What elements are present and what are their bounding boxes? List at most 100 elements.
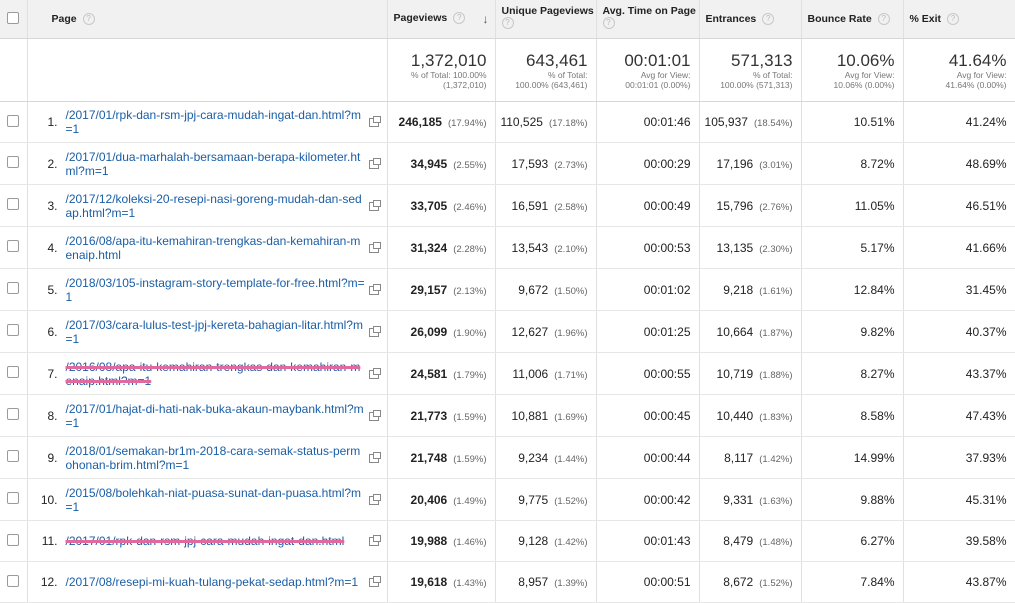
header-pageviews[interactable]: Pageviews? ↓ <box>387 0 496 39</box>
bounce-value: 8.27% <box>860 366 895 381</box>
page-link[interactable]: /2017/01/rpk-dan-rsm-jpj-cara-mudah-inga… <box>65 108 361 136</box>
pageviews-cell: 24,581 (1.79%) <box>387 352 496 395</box>
open-external-icon[interactable] <box>368 157 381 169</box>
help-icon[interactable]: ? <box>762 13 775 25</box>
total-note: 100.00% (571,313) <box>720 79 793 90</box>
row-checkbox[interactable] <box>7 408 20 420</box>
pageviews-cell: 26,099 (1.90%) <box>387 310 496 353</box>
row-checkbox[interactable] <box>7 240 20 252</box>
page-link[interactable]: /2016/08/apa-itu-kemahiran-trengkas-dan-… <box>65 233 361 262</box>
entrances-value: 15,796 <box>716 198 754 213</box>
unique-cell: 9,128 (1.42%) <box>495 520 597 562</box>
page-link[interactable]: /2016/08/apa-itu-kemahiran-trengkas-dan-… <box>65 359 361 388</box>
bounce-cell: 7.84% <box>801 561 904 603</box>
open-external-icon[interactable] <box>368 283 381 295</box>
page-link[interactable]: /2015/08/bolehkah-niat-puasa-sunat-dan-p… <box>65 485 362 514</box>
exit-cell: 48.69% <box>903 142 1015 185</box>
total-note: Avg for View: <box>956 69 1007 80</box>
header-unique[interactable]: Unique Pageviews? <box>495 0 597 39</box>
row-checkbox[interactable] <box>7 574 20 587</box>
unique-percent: (2.58%) <box>554 201 588 213</box>
page-cell: 9. /2018/01/semakan-br1m-2018-cara-semak-… <box>27 436 388 479</box>
pageviews-value: 21,773 <box>410 408 448 423</box>
total-bounce: 10.06% Avg for View: 10.06% (0.00%) <box>801 38 904 102</box>
entrances-value: 8,672 <box>723 575 754 589</box>
total-unique-value: 643,461 <box>526 50 588 70</box>
page-cell-wrap: /2018/03/105-instagram-story-template-fo… <box>66 276 387 304</box>
header-avg-time[interactable]: Avg. Time on Page? <box>596 0 700 39</box>
page-link[interactable]: /2017/01/rpk-dan-rsm-jpj-cara-mudah-inga… <box>65 534 345 548</box>
unique-cell: 11,006 (1.71%) <box>495 352 597 395</box>
help-icon[interactable]: ? <box>453 12 466 24</box>
avg-time-value: 00:00:29 <box>643 156 691 171</box>
page-cell-wrap: /2017/08/resepi-mi-kuah-tulang-pekat-sed… <box>66 575 387 589</box>
pageviews-cell: 29,157 (2.13%) <box>387 268 496 311</box>
entrances-value: 10,440 <box>716 408 754 423</box>
row-select-cell <box>0 142 28 185</box>
exit-cell: 41.24% <box>903 101 1015 143</box>
row-checkbox[interactable] <box>7 533 20 546</box>
page-link[interactable]: /2017/08/resepi-mi-kuah-tulang-pekat-sed… <box>65 575 359 589</box>
select-all-checkbox[interactable] <box>7 11 20 24</box>
page-cell: 2. /2017/01/dua-marhalah-bersamaan-berapa… <box>27 142 388 185</box>
help-icon[interactable]: ? <box>877 13 890 25</box>
page-link[interactable]: /2017/01/dua-marhalah-bersamaan-berapa-k… <box>65 149 361 178</box>
open-external-icon[interactable] <box>368 493 381 505</box>
row-checkbox[interactable] <box>7 450 20 462</box>
row-checkbox[interactable] <box>7 198 20 210</box>
total-entrances: 571,313% of Total: 100.00% (571,313) <box>699 38 802 102</box>
pageviews-value: 246,185 <box>398 115 442 129</box>
pageviews-percent: (17.94%) <box>447 118 487 129</box>
header-bounce[interactable]: Bounce Rate? <box>801 0 904 39</box>
open-external-icon[interactable] <box>368 409 381 421</box>
row-index: 1. <box>47 115 58 129</box>
entrances-percent: (1.52%) <box>759 578 793 589</box>
table-row: 10. /2015/08/bolehkah-niat-puasa-sunat-da… <box>0 478 1015 521</box>
bounce-value: 10.51% <box>853 115 895 129</box>
header-exit[interactable]: % Exit? <box>903 0 1015 39</box>
header-pageviews-label: Pageviews <box>393 12 448 24</box>
open-external-icon[interactable] <box>368 116 381 127</box>
bounce-value: 7.84% <box>860 575 895 589</box>
row-checkbox[interactable] <box>7 282 20 294</box>
help-icon[interactable]: ? <box>947 13 960 25</box>
open-external-icon[interactable] <box>368 241 381 253</box>
open-external-icon[interactable] <box>368 199 381 211</box>
open-external-icon[interactable] <box>368 535 381 546</box>
row-checkbox[interactable] <box>7 324 20 336</box>
bounce-value: 14.99% <box>853 450 895 465</box>
open-external-icon[interactable] <box>368 451 381 463</box>
row-checkbox[interactable] <box>7 492 20 504</box>
bounce-cell: 8.27% <box>801 352 904 395</box>
open-external-icon[interactable] <box>368 576 381 587</box>
avg-time-cell: 00:00:51 <box>596 561 700 603</box>
open-external-icon[interactable] <box>368 367 381 379</box>
exit-cell: 47.43% <box>903 394 1015 437</box>
row-select-cell <box>0 561 28 603</box>
entrances-percent: (1.61%) <box>759 285 793 297</box>
page-link[interactable]: /2017/12/koleksi-20-resepi-nasi-goreng-m… <box>65 191 362 220</box>
help-icon[interactable]: ? <box>602 17 615 29</box>
avg-time-cell: 00:01:25 <box>596 310 700 353</box>
help-icon[interactable]: ? <box>82 13 95 25</box>
row-checkbox[interactable] <box>7 156 20 168</box>
header-entrances[interactable]: Entrances? <box>699 0 802 39</box>
avg-time-value: 00:00:44 <box>643 450 691 465</box>
page-link[interactable]: /2018/03/105-instagram-story-template-fo… <box>65 275 365 304</box>
help-icon[interactable]: ? <box>501 17 514 29</box>
page-link[interactable]: /2017/01/hajat-di-hati-nak-buka-akaun-ma… <box>65 401 364 430</box>
row-select-cell <box>0 101 28 143</box>
page-link[interactable]: /2018/01/semakan-br1m-2018-cara-semak-st… <box>65 443 361 472</box>
total-unique: 643,461% of Total: 100.00% (643,461) <box>495 38 597 102</box>
unique-cell: 13,543 (2.10%) <box>495 226 597 269</box>
sort-desc-icon[interactable]: ↓ <box>482 12 489 26</box>
avg-time-cell: 00:00:55 <box>596 352 700 395</box>
pageviews-cell: 19,988 (1.46%) <box>387 520 496 562</box>
row-checkbox[interactable] <box>7 366 20 378</box>
entrances-percent: (18.54%) <box>753 118 793 129</box>
open-external-icon[interactable] <box>368 325 381 337</box>
page-link[interactable]: /2017/03/cara-lulus-test-jpj-kereta-baha… <box>65 317 363 346</box>
unique-percent: (1.69%) <box>554 411 588 423</box>
row-checkbox[interactable] <box>7 114 20 127</box>
header-page[interactable]: Page? <box>27 0 388 39</box>
